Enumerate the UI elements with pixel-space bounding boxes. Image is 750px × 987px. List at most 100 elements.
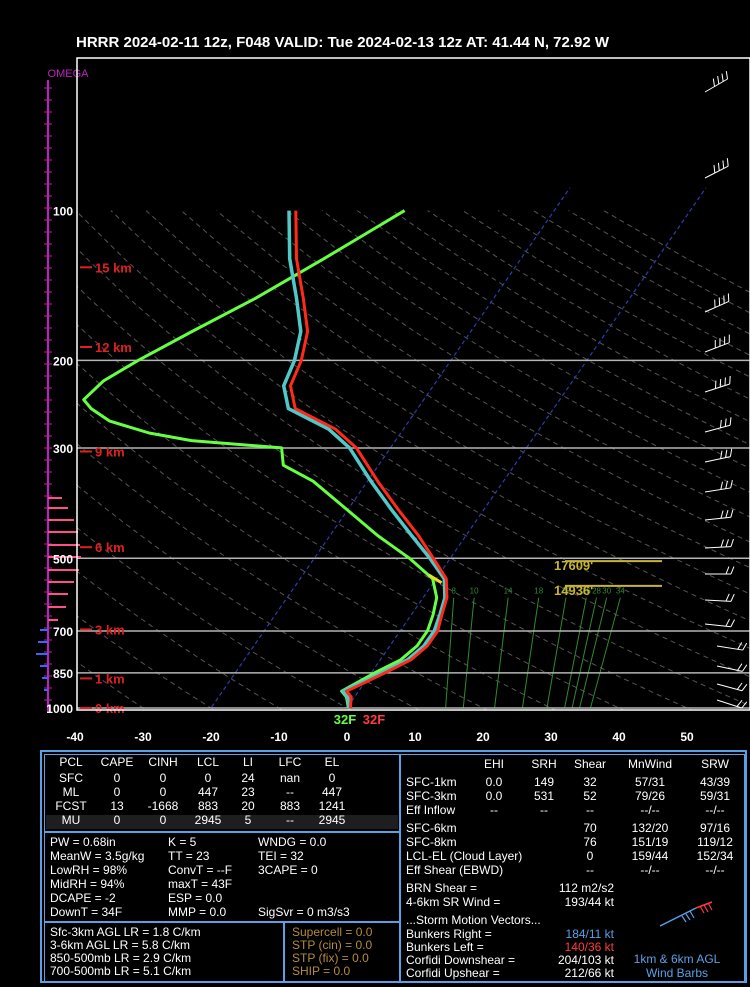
dry-adiabat: [145, 210, 750, 595]
wind-barb-flag: [730, 509, 734, 518]
parcel-header: LFC: [278, 755, 302, 769]
height-label: 1 km: [95, 671, 125, 686]
severe-index: Supercell = 0.0: [292, 925, 373, 939]
wind-barb-flag: [742, 664, 748, 672]
wind-barb-flag: [717, 76, 720, 85]
kinematics-cell: 76: [583, 835, 597, 849]
parcel-cell: 447: [197, 785, 219, 799]
pressure-tick-label: 850: [53, 667, 73, 681]
wind-barb-staff: [716, 699, 742, 709]
parcel-cell: 2945: [194, 813, 222, 827]
temperature-tick-label: 20: [476, 730, 490, 744]
wind-barb-flag: [722, 160, 725, 169]
wind-barb-flag: [736, 699, 743, 707]
parcel-cell: 0: [113, 785, 121, 799]
pressure-tick-label: 200: [53, 354, 73, 368]
kinematics-cell: 132/20: [631, 821, 669, 835]
wind-barb-staff: [704, 165, 729, 179]
kinematics-header: SRW: [701, 757, 729, 771]
mixing-ratio-label: 28: [592, 587, 601, 596]
wind-barb-flag: [720, 539, 724, 548]
wind-barb-flag: [729, 448, 733, 457]
temperature-tick-label: 50: [680, 730, 694, 744]
kinematics-cell: 0.0: [485, 789, 503, 803]
wind-barb-flag: [724, 418, 727, 427]
storm-motion-label: Corfidi Downshear =: [406, 953, 516, 967]
mixing-ratio-line: [521, 597, 540, 709]
parameter-panel: PCL CAPE CINH LCL LI LFC EL SFC 0 0 0 24 nan 0 ML 0 0 447…: [40, 750, 747, 983]
kinematics-header: SRH: [531, 757, 557, 771]
kinematics-cell: --/--: [705, 803, 725, 817]
parcel-cell: 0: [159, 771, 167, 785]
mixing-ratio-line: [579, 597, 608, 709]
barb-legend-icon: [659, 901, 713, 927]
thermo-param: SigSvr = 0 m3/s3: [258, 905, 350, 919]
barb-legend-label-1: 1km & 6km AGL: [633, 952, 721, 966]
wind-barb-flag: [725, 449, 728, 458]
wind-barb-flag: [725, 618, 730, 627]
parcel-cell: 0: [328, 771, 336, 785]
wind-barb-flag: [717, 162, 720, 171]
wind-barb-staff: [704, 78, 728, 93]
wind-barb-staff: [704, 342, 730, 353]
wind-barb-flag: [720, 510, 724, 519]
wind-barb-flag: [742, 642, 748, 651]
mixing-ratio-lines: 8 10 14 18 22 26 28 30 34: [445, 587, 625, 709]
wind-barb-staff: [704, 456, 731, 463]
temperature-trace: [289, 210, 449, 709]
parcel-cell: 23: [241, 785, 255, 799]
brn-shear-value: 112 m2/s2: [558, 881, 614, 895]
parcel-cell: 20: [241, 799, 255, 813]
kinematics-row-label: SFC-3km: [406, 789, 457, 803]
kinematics-header: MnWind: [627, 757, 672, 771]
kinematics-cell: 159/44: [631, 849, 669, 863]
parcel-cell: 13: [110, 799, 124, 813]
dry-adiabat: [392, 210, 750, 423]
dry-adiabat: [77, 661, 147, 710]
wind-barb-flag: [720, 450, 723, 459]
wind-barb-staff: [704, 383, 730, 393]
dry-adiabat: [286, 210, 750, 493]
wind-barb-flag: [730, 538, 734, 547]
kinematics-cell: 59/31: [699, 789, 731, 803]
parcel-cell: MU: [61, 813, 81, 827]
indices-box: [284, 922, 400, 982]
kinematics-cell: 0: [586, 849, 594, 863]
wind-barb-flag: [730, 566, 735, 575]
dry-adiabat: [77, 484, 420, 710]
wind-barb-flag: [712, 78, 716, 87]
omega-label: OMEGA: [48, 68, 90, 80]
wind-barb-staff: [704, 487, 731, 493]
isotherm-line: [208, 187, 571, 710]
storm-motion-value: 204/103 kt: [557, 953, 614, 967]
mixing-ratio-label: 14: [504, 587, 513, 596]
temperature-tick-label: 30: [544, 730, 558, 744]
kinematics-cell: --/--: [705, 863, 725, 877]
dry-adiabat: [77, 615, 216, 710]
thermo-param: PW = 0.68in: [50, 835, 116, 849]
thermo-param: maxT = 43F: [168, 877, 233, 891]
mixing-ratio-line: [546, 597, 567, 709]
dry-adiabat: [180, 210, 750, 569]
wetbulb-freezing-label: 32F: [334, 712, 356, 727]
wind-barb-flag: [726, 158, 729, 167]
lapse-rate: 3-6km AGL LR = 5.8 C/km: [50, 938, 190, 952]
lapse-box: [44, 922, 284, 982]
dry-adiabat: [77, 443, 489, 710]
height-label: 0 km: [95, 701, 125, 716]
thermo-param: MidRH = 94%: [50, 877, 125, 891]
wind-barb-flag: [713, 164, 716, 174]
parcel-cell: 0: [113, 771, 121, 785]
temperature-tick-label: 0: [344, 730, 351, 744]
thermo-param: K = 5: [168, 835, 197, 849]
brn-shear-label: BRN Shear =: [406, 881, 478, 895]
mixing-ratio-label: 26: [582, 587, 591, 596]
height-marker-label: 14936': [554, 583, 593, 598]
kinematics-header: EHI: [483, 757, 504, 771]
temperature-tick-label: 10: [408, 730, 422, 744]
omega-scale: OMEGA: [36, 68, 89, 712]
storm-motion-value: 140/36 kt: [564, 940, 614, 954]
kinematics-cell: --: [586, 803, 594, 817]
wind-barb-flag: [741, 701, 748, 709]
